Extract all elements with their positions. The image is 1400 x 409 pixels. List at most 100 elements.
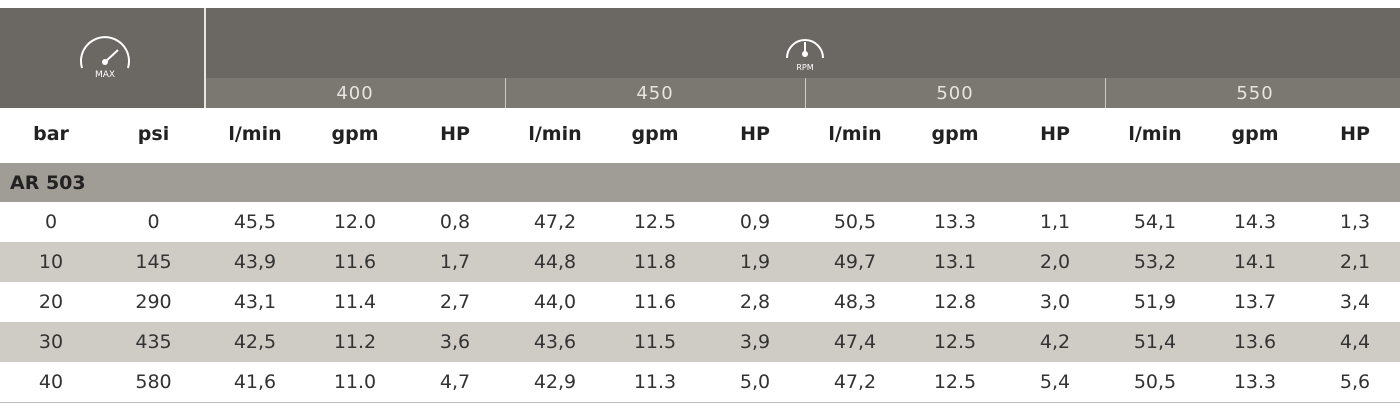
rpm-label: RPM [796, 63, 813, 72]
rpm-value: 450 [636, 82, 674, 104]
table-cell: 0 [44, 211, 58, 233]
table-cell: 11.0 [333, 371, 377, 393]
table-cell: 11.3 [633, 371, 677, 393]
table-cell: 44,0 [533, 291, 577, 313]
table-cell: 13.6 [1233, 331, 1277, 353]
table-cell: 45,5 [233, 211, 277, 233]
column-header: HP [740, 123, 770, 145]
table-cell: 47,4 [833, 331, 877, 353]
table-cell: 13.1 [933, 251, 977, 273]
table-cell: 2,1 [1339, 251, 1371, 273]
table-cell: 51,9 [1133, 291, 1177, 313]
table-cell: 2,8 [739, 291, 771, 313]
rpm-separator [805, 78, 806, 108]
table-cell: 5,0 [739, 371, 771, 393]
table-cell: 3,9 [739, 331, 771, 353]
table-cell: 2,7 [439, 291, 471, 313]
table-cell: 290 [135, 291, 172, 313]
column-header: l/min [1128, 123, 1182, 145]
table-cell: 40 [38, 371, 64, 393]
section-label: AR 503 [10, 171, 86, 194]
table-cell: 53,2 [1133, 251, 1177, 273]
table-cell: 30 [38, 331, 64, 353]
table-cell: 20 [38, 291, 64, 313]
table-cell: 42,9 [533, 371, 577, 393]
column-header: HP [1040, 123, 1070, 145]
table-cell: 145 [135, 251, 172, 273]
column-header: HP [1340, 123, 1370, 145]
column-header: gpm [631, 123, 679, 145]
table-cell: 11.6 [633, 291, 677, 313]
rpm-value: 400 [336, 82, 374, 104]
table-cell: 1,7 [439, 251, 471, 273]
max-gauge-icon: MAX [80, 36, 130, 80]
column-header: l/min [228, 123, 282, 145]
table-cell: 14.1 [1233, 251, 1277, 273]
column-header: HP [440, 123, 470, 145]
column-header: l/min [828, 123, 882, 145]
table-cell: 41,6 [233, 371, 277, 393]
column-header: gpm [931, 123, 979, 145]
table-cell: 43,1 [233, 291, 277, 313]
table-cell: 5,4 [1039, 371, 1071, 393]
rpm-gauge-icon: RPM [786, 39, 824, 72]
table-cell: 2,0 [1039, 251, 1071, 273]
rpm-subheader [205, 78, 1400, 108]
table-cell: 12.0 [333, 211, 377, 233]
section-band [0, 163, 1400, 202]
table-cell: 4,4 [1339, 331, 1371, 353]
row-band [0, 242, 1400, 282]
column-header: psi [137, 123, 170, 145]
table-cell: 14.3 [1233, 211, 1277, 233]
table-cell: 11.8 [633, 251, 677, 273]
table-cell: 11.6 [333, 251, 377, 273]
table-cell: 11.5 [633, 331, 677, 353]
table-cell: 11.4 [333, 291, 377, 313]
bottom-rule [0, 402, 1400, 403]
rpm-value: 550 [1236, 82, 1274, 104]
table-cell: 1,1 [1039, 211, 1071, 233]
table-cell: 12.8 [933, 291, 977, 313]
table-cell: 47,2 [533, 211, 577, 233]
header-divider [204, 8, 206, 108]
table-cell: 0 [147, 211, 160, 233]
table-cell: 42,5 [233, 331, 277, 353]
table-cell: 12.5 [933, 371, 977, 393]
table-cell: 12.5 [633, 211, 677, 233]
table-cell: 48,3 [833, 291, 877, 313]
table-cell: 12.5 [933, 331, 977, 353]
rpm-value: 500 [936, 82, 974, 104]
rpm-separator [1105, 78, 1106, 108]
table-cell: 4,2 [1039, 331, 1071, 353]
table-cell: 47,2 [833, 371, 877, 393]
table-cell: 10 [38, 251, 64, 273]
table-cell: 44,8 [533, 251, 577, 273]
table-cell: 13.7 [1233, 291, 1277, 313]
table-cell: 51,4 [1133, 331, 1177, 353]
column-header: gpm [1231, 123, 1279, 145]
table-cell: 435 [135, 331, 172, 353]
table-cell: 11.2 [333, 331, 377, 353]
table-cell: 50,5 [833, 211, 877, 233]
table-cell: 43,9 [233, 251, 277, 273]
table-cell: 49,7 [833, 251, 877, 273]
row-band [0, 322, 1400, 362]
table-cell: 0,8 [439, 211, 471, 233]
table-cell: 3,6 [439, 331, 471, 353]
table-cell: 13.3 [1233, 371, 1277, 393]
table-cell: 580 [135, 371, 172, 393]
max-label: MAX [95, 70, 115, 80]
table-cell: 1,3 [1339, 211, 1371, 233]
column-header: bar [33, 123, 69, 145]
table-cell: 3,0 [1039, 291, 1071, 313]
table-cell: 43,6 [533, 331, 577, 353]
table-cell: 4,7 [439, 371, 471, 393]
table-cell: 54,1 [1133, 211, 1177, 233]
table-cell: 0,9 [739, 211, 771, 233]
table-cell: 13.3 [933, 211, 977, 233]
table-cell: 1,9 [739, 251, 771, 273]
column-header: gpm [331, 123, 379, 145]
table-cell: 50,5 [1133, 371, 1177, 393]
table-cell: 3,4 [1339, 291, 1371, 313]
